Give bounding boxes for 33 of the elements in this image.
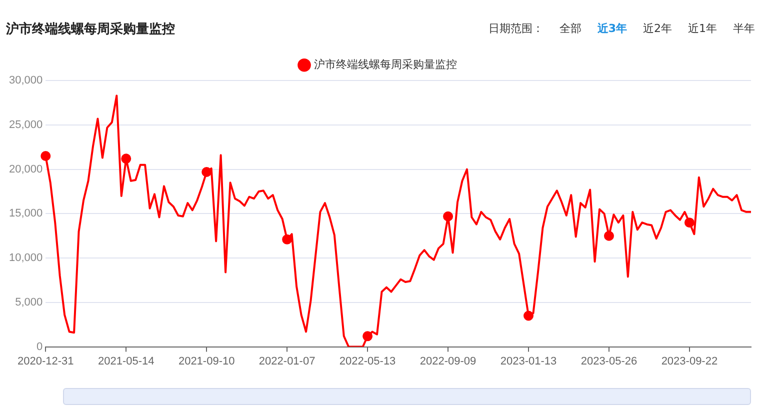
y-tick-label: 5,000 bbox=[15, 296, 43, 308]
y-tick-label: 30,000 bbox=[8, 74, 43, 87]
text: 近3年 bbox=[597, 21, 627, 36]
point bbox=[684, 218, 694, 228]
point bbox=[362, 331, 373, 342]
x-tick-label: 2021-09-10 bbox=[178, 355, 235, 368]
point bbox=[202, 166, 212, 177]
point bbox=[40, 151, 51, 162]
point bbox=[524, 310, 534, 321]
y-tick-label: 25,000 bbox=[8, 119, 43, 131]
x-tick-label: 2023-05-26 bbox=[580, 355, 638, 368]
legend-label: 沪市终端线螺每周采购量监控 bbox=[314, 58, 457, 72]
text: 近2年 bbox=[643, 21, 672, 36]
x-tick-label: 2020-12-31 bbox=[18, 355, 74, 368]
point bbox=[282, 234, 292, 244]
x-tick-label: 2023-01-13 bbox=[500, 355, 557, 368]
text: 近1年 bbox=[688, 21, 717, 36]
text: 半年 bbox=[733, 21, 755, 36]
x-tick-label: 2023-09-22 bbox=[661, 355, 718, 368]
point bbox=[121, 154, 132, 164]
y-tick-label: 20,000 bbox=[8, 163, 43, 176]
x-tick-label: 2022-05-13 bbox=[339, 355, 396, 368]
point bbox=[443, 211, 454, 222]
x-tick-label: 2022-09-09 bbox=[420, 355, 476, 368]
y-tick-label: 0 bbox=[36, 340, 43, 353]
x-tick-label: 2021-05-14 bbox=[98, 355, 154, 368]
text: 全部 bbox=[559, 21, 582, 36]
chart-title: 沪市终端线螺每周采购量监控 bbox=[5, 21, 175, 38]
text: 日期范围： bbox=[488, 21, 544, 36]
point bbox=[604, 230, 614, 241]
y-tick-label: 15,000 bbox=[8, 208, 43, 220]
x-tick-label: 2022-01-07 bbox=[258, 355, 316, 368]
y-tick-label: 10,000 bbox=[8, 252, 43, 264]
